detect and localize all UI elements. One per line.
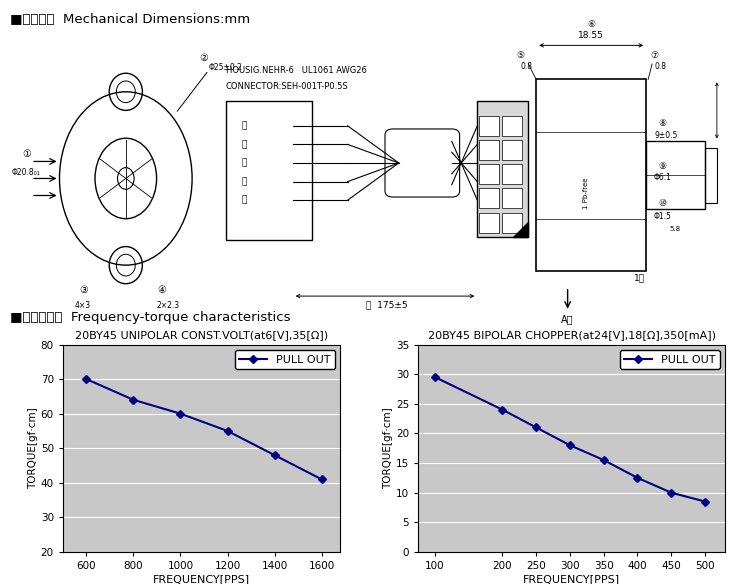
Text: ⑦: ⑦	[650, 51, 659, 60]
Text: 18.55: 18.55	[578, 30, 604, 40]
Text: ③: ③	[78, 285, 87, 295]
Y-axis label: TORQUE[gf·cm]: TORQUE[gf·cm]	[383, 408, 393, 489]
Text: 2×2.3: 2×2.3	[157, 301, 180, 311]
Text: 9±0.5: 9±0.5	[654, 131, 677, 140]
Text: 橙: 橙	[242, 177, 247, 186]
Bar	[480, 116, 499, 136]
Legend: PULL OUT: PULL OUT	[235, 350, 334, 369]
Text: ⑨: ⑨	[658, 162, 666, 171]
Y-axis label: TORQUE[gf·cm]: TORQUE[gf·cm]	[28, 408, 38, 489]
Text: 1⑪: 1⑪	[634, 274, 645, 283]
Text: ■矩频曲线图  Frequency-torque characteristics: ■矩频曲线图 Frequency-torque characteristics	[10, 311, 290, 324]
Text: ②: ②	[200, 53, 209, 63]
Text: 棕: 棕	[242, 140, 247, 149]
Title: 20BY45 BIPOLAR CHOPPER(at24[V],18[Ω],350[mA]): 20BY45 BIPOLAR CHOPPER(at24[V],18[Ω],350…	[428, 329, 716, 340]
Polygon shape	[513, 222, 528, 237]
Bar	[480, 189, 499, 208]
Bar	[480, 164, 499, 185]
Bar	[477, 101, 528, 237]
Text: 1 Pb-free: 1 Pb-free	[583, 178, 589, 210]
Text: ⑧: ⑧	[658, 119, 666, 128]
Text: 红: 红	[242, 196, 247, 204]
Bar	[502, 213, 522, 232]
Title: 20BY45 UNIPOLAR CONST.VOLT(at6[V],35[Ω]): 20BY45 UNIPOLAR CONST.VOLT(at6[V],35[Ω])	[75, 329, 329, 340]
Bar	[226, 101, 312, 241]
Text: HOUSIG.NEHR-6   UL1061 AWG26: HOUSIG.NEHR-6 UL1061 AWG26	[226, 66, 367, 75]
Bar	[480, 140, 499, 160]
Bar	[536, 79, 646, 272]
Bar	[502, 116, 522, 136]
Text: CONNECTOR:SEH-001T-P0.5S: CONNECTOR:SEH-001T-P0.5S	[226, 82, 349, 91]
Text: 黑: 黑	[242, 121, 247, 130]
Text: Φ20.8₀₁: Φ20.8₀₁	[12, 168, 41, 178]
Bar	[646, 141, 705, 210]
Text: 黄: 黄	[242, 158, 247, 168]
Text: 0.8: 0.8	[520, 61, 533, 71]
Bar	[502, 189, 522, 208]
Text: ⑥: ⑥	[587, 20, 595, 29]
Text: 5.8: 5.8	[670, 226, 681, 232]
X-axis label: FREQUENCY[PPS]: FREQUENCY[PPS]	[153, 573, 250, 583]
Text: ④: ④	[157, 285, 166, 295]
Text: Φ25±0.2: Φ25±0.2	[209, 63, 242, 72]
Bar	[502, 164, 522, 185]
Text: ①: ①	[22, 149, 31, 159]
X-axis label: FREQUENCY[PPS]: FREQUENCY[PPS]	[523, 573, 620, 583]
Text: ⑤: ⑤	[517, 51, 525, 60]
Text: 4×3: 4×3	[75, 301, 91, 311]
Bar	[480, 213, 499, 232]
Text: Φ1.5: Φ1.5	[654, 212, 672, 221]
Text: ■机械尺寸  Mechanical Dimensions:mm: ■机械尺寸 Mechanical Dimensions:mm	[10, 13, 249, 26]
Text: ⑫  175±5: ⑫ 175±5	[366, 300, 408, 309]
Text: 0.8: 0.8	[654, 61, 666, 71]
Text: Φ6.1: Φ6.1	[654, 173, 672, 182]
Bar	[705, 148, 717, 203]
Text: ⑩: ⑩	[658, 199, 666, 208]
Legend: PULL OUT: PULL OUT	[619, 350, 719, 369]
Text: A向: A向	[562, 314, 574, 324]
Bar	[502, 140, 522, 160]
